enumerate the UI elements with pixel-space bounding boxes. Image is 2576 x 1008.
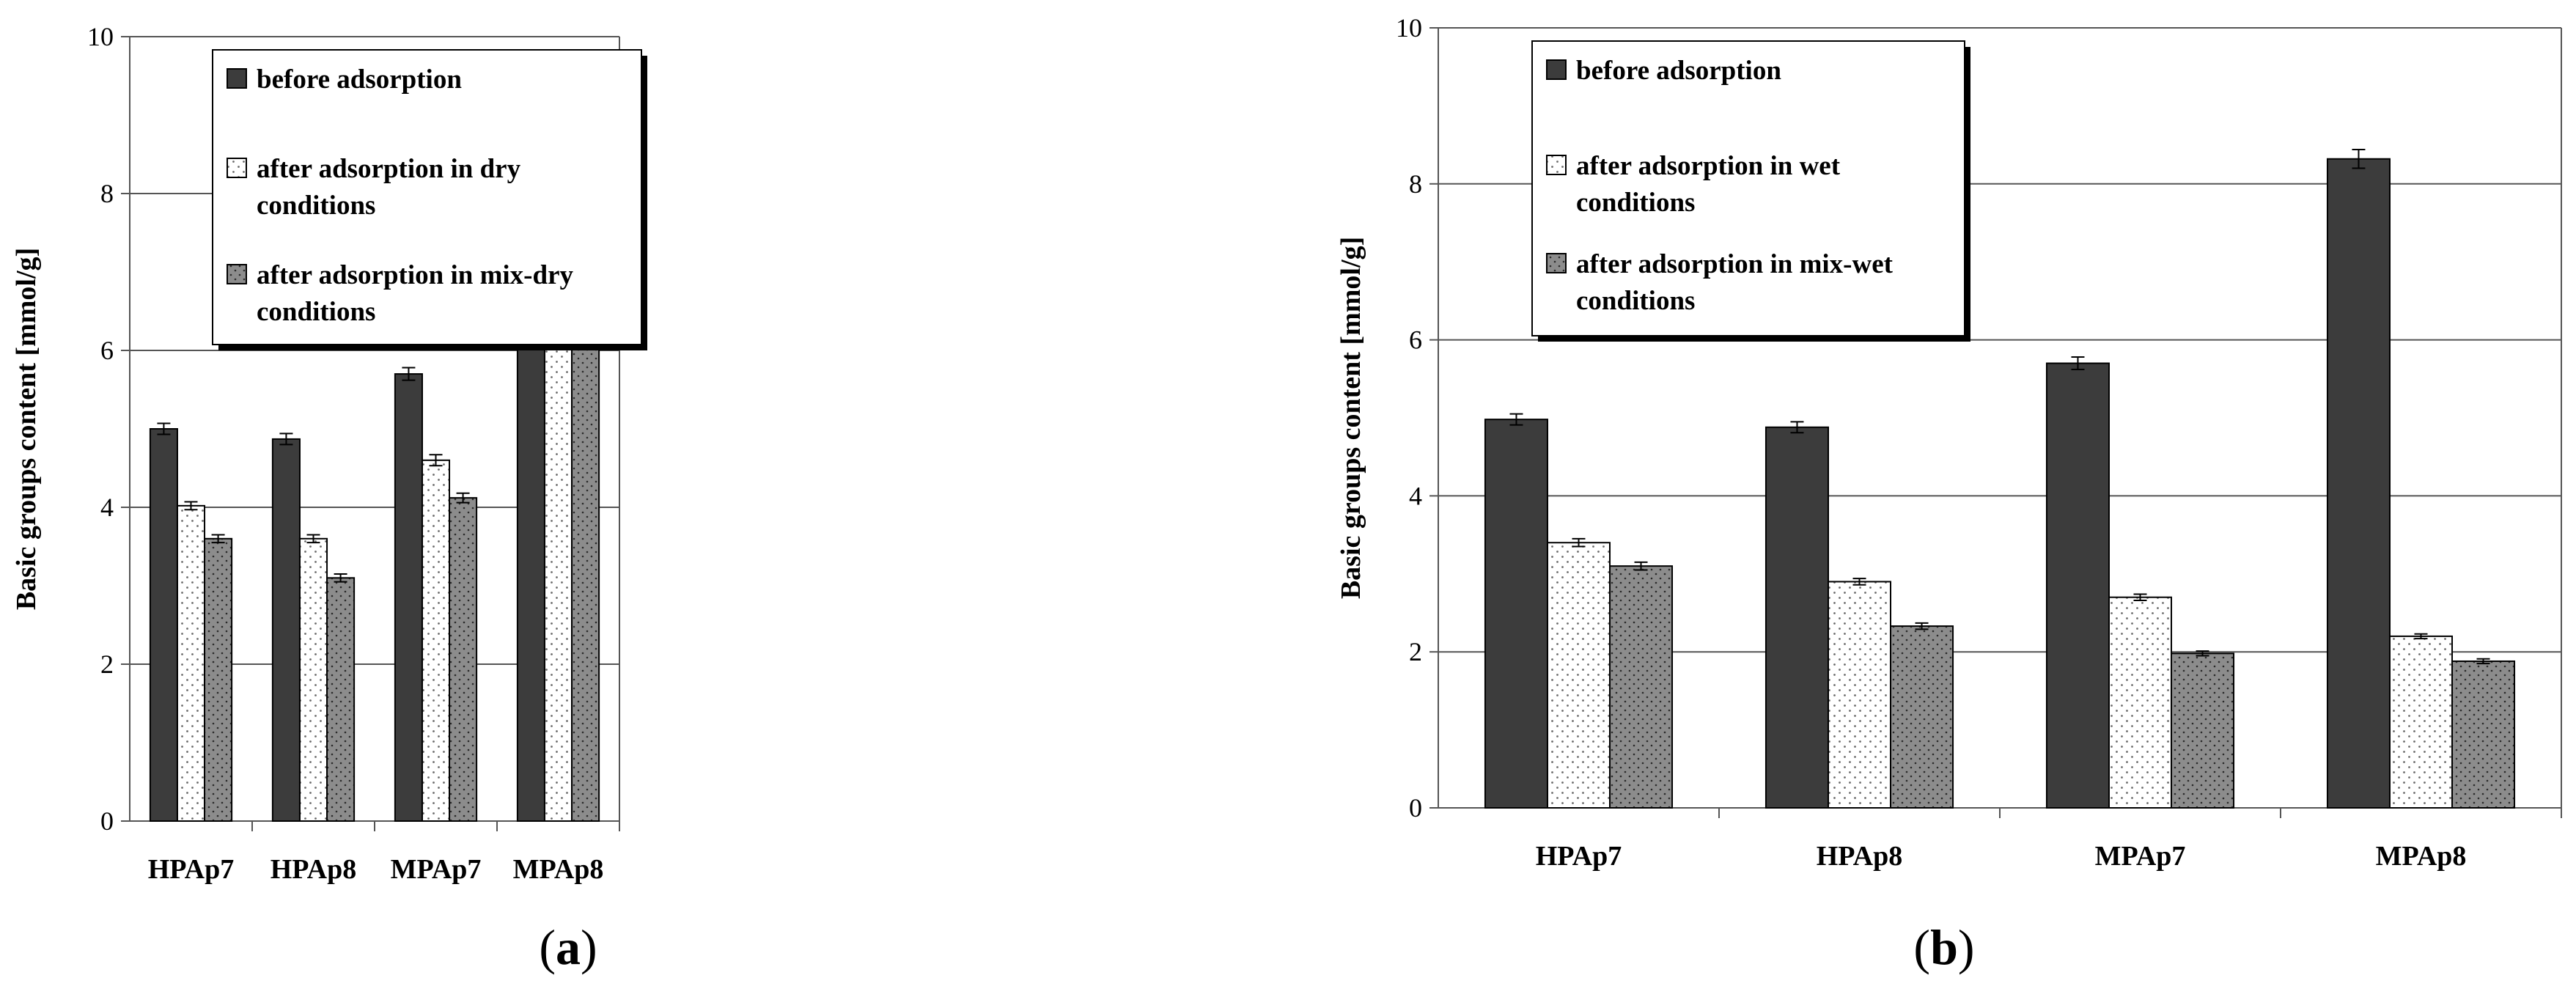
bar-after-adsorption-in-mix-dry-conditions xyxy=(326,577,356,822)
panel-label-open: ( xyxy=(539,919,556,975)
y-tick-label: 2 xyxy=(100,650,114,679)
legend-swatch xyxy=(227,264,247,284)
y-tick-label: 6 xyxy=(1409,325,1422,355)
x-category-label: MPAp7 xyxy=(391,854,482,885)
x-category-label: HPAp8 xyxy=(271,854,357,885)
y-tick-label: 10 xyxy=(1396,13,1422,43)
x-category-label: HPAp8 xyxy=(1817,841,1903,872)
y-tick-label: 2 xyxy=(1409,637,1422,666)
bar-after-adsorption-in-mix-wet-conditions xyxy=(1609,565,1674,809)
bar-before-adsorption xyxy=(149,428,178,822)
legend-label: after adsorption in mix-wet xyxy=(1576,249,1894,279)
bar-after-adsorption-in-wet-conditions xyxy=(2388,635,2454,809)
bar-after-adsorption-in-mix-dry-conditions xyxy=(571,323,600,822)
bar-before-adsorption xyxy=(394,373,423,823)
bar-before-adsorption xyxy=(271,438,301,822)
bar-after-adsorption-in-dry-conditions xyxy=(176,504,206,822)
legend-label: before adsorption xyxy=(257,65,462,95)
panel-label-close: ) xyxy=(581,919,597,975)
bar-after-adsorption-in-mix-wet-conditions xyxy=(2171,652,2235,809)
chart-panel-b: 0 2 4 6 8 10 HPAp7 HPAp8 MPAp7 MPAp8 Basic groups … xyxy=(1336,13,2562,975)
legend-label: conditions xyxy=(257,297,375,327)
legend-swatch xyxy=(1546,155,1567,175)
panel-label-close: ) xyxy=(1958,919,1975,975)
legend-label: conditions xyxy=(257,191,375,221)
y-tick-label: 4 xyxy=(100,493,114,522)
panel-label: (b) xyxy=(1913,919,1974,975)
y-tick-label: 8 xyxy=(1409,169,1422,199)
bar-after-adsorption-in-dry-conditions xyxy=(298,537,328,822)
bar-before-adsorption xyxy=(2326,158,2391,809)
x-category-label: MPAp8 xyxy=(2376,841,2467,872)
x-category-label: MPAp8 xyxy=(513,854,604,885)
y-tick-label: 0 xyxy=(1409,793,1422,823)
legend-box xyxy=(1531,40,1965,336)
bar-after-adsorption-in-wet-conditions xyxy=(2108,596,2173,809)
legend-box xyxy=(212,49,642,345)
bar-before-adsorption xyxy=(1764,426,1829,809)
legend-swatch xyxy=(1546,253,1567,273)
y-tick-label: 10 xyxy=(87,22,114,51)
legend-label: before adsorption xyxy=(1576,56,1781,86)
panel-label-letter: a xyxy=(556,919,581,975)
legend-label: after adsorption in dry xyxy=(257,154,521,184)
bar-before-adsorption xyxy=(2045,362,2110,809)
y-tick-label: 6 xyxy=(100,336,114,365)
y-tick-label: 8 xyxy=(100,179,114,208)
x-category-label: HPAp7 xyxy=(1536,841,1622,872)
y-tick-label: 4 xyxy=(1409,481,1422,510)
chart-panel-a: 0 2 4 6 8 10 HPAp7 HPAp8 MPAp7 MPAp8 Basic groups … xyxy=(11,22,647,975)
panel-label-letter: b xyxy=(1930,919,1958,975)
bar-before-adsorption xyxy=(1484,419,1548,809)
legend-label: conditions xyxy=(1576,286,1695,316)
bar-after-adsorption-in-wet-conditions xyxy=(1827,581,1892,809)
bar-after-adsorption-in-mix-wet-conditions xyxy=(2451,660,2516,809)
bar-after-adsorption-in-dry-conditions xyxy=(421,459,451,822)
panel-label-open: ( xyxy=(1913,919,1930,975)
panel-label: (a) xyxy=(539,919,597,975)
legend-label: after adsorption in mix-dry xyxy=(257,260,574,290)
legend-swatch xyxy=(227,158,247,178)
bar-after-adsorption-in-mix-dry-conditions xyxy=(449,497,478,822)
legend-label: after adsorption in wet xyxy=(1576,151,1841,181)
y-axis-title: Basic groups content [mmol/g] xyxy=(1336,237,1366,599)
bar-after-adsorption-in-wet-conditions xyxy=(1546,542,1611,809)
legend-swatch xyxy=(1546,59,1567,80)
bar-after-adsorption-in-mix-wet-conditions xyxy=(1890,625,1954,809)
bar-after-adsorption-in-mix-dry-conditions xyxy=(204,537,233,822)
y-tick-label: 0 xyxy=(100,806,114,836)
x-category-label: MPAp7 xyxy=(2095,841,2186,872)
x-category-label: HPAp7 xyxy=(148,854,235,885)
legend-label: conditions xyxy=(1576,188,1695,218)
y-axis-title: Basic groups content [mmol/g] xyxy=(11,248,42,610)
bar-after-adsorption-in-dry-conditions xyxy=(543,295,573,823)
legend-swatch xyxy=(227,68,247,89)
